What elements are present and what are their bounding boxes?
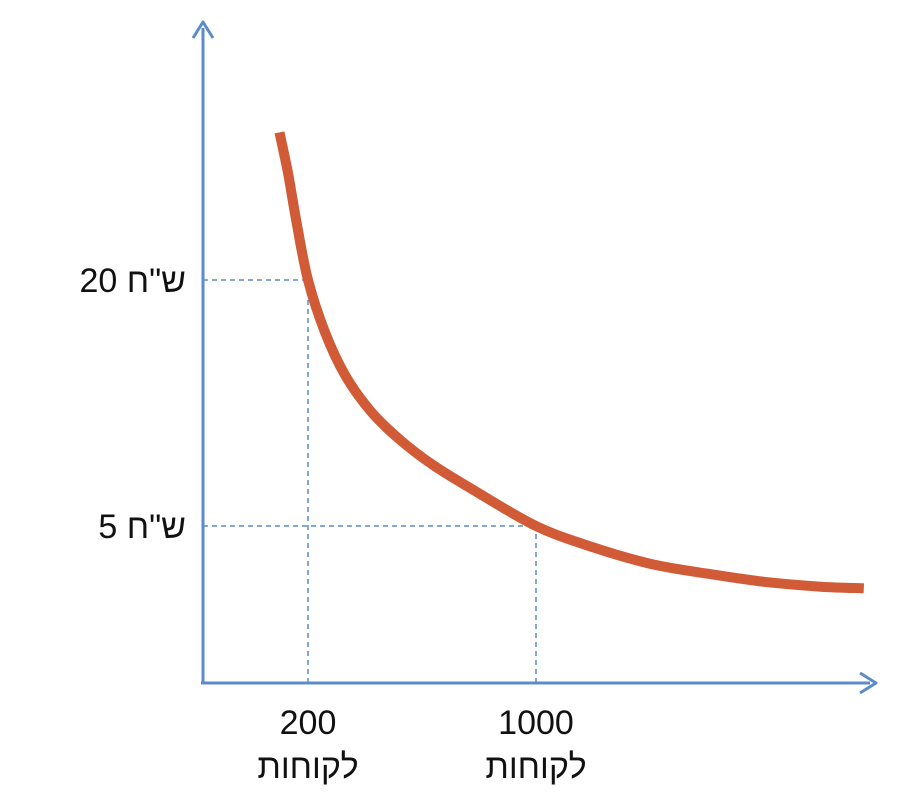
guide-lines: [203, 279, 537, 683]
x-tick-labels: 200 לקוחות 1000 לקוחות: [257, 704, 586, 786]
x-tick-label-value: 1000: [498, 704, 574, 742]
x-axis-arrow-icon: [859, 671, 878, 695]
y-tick-labels: 20 ש"ח 5 ש"ח: [79, 262, 186, 546]
x-tick-label-unit: לקוחות: [257, 748, 358, 786]
series: [274, 131, 865, 594]
y-tick-label: 5 ש"ח: [98, 508, 186, 546]
y-tick-label: 20 ש"ח: [79, 262, 186, 300]
axes: [191, 20, 878, 695]
y-axis-arrow-icon: [191, 20, 215, 39]
x-tick-label-unit: לקוחות: [485, 748, 586, 786]
x-tick-label-value: 200: [280, 704, 337, 742]
demand-curve-line-0: [274, 131, 865, 594]
